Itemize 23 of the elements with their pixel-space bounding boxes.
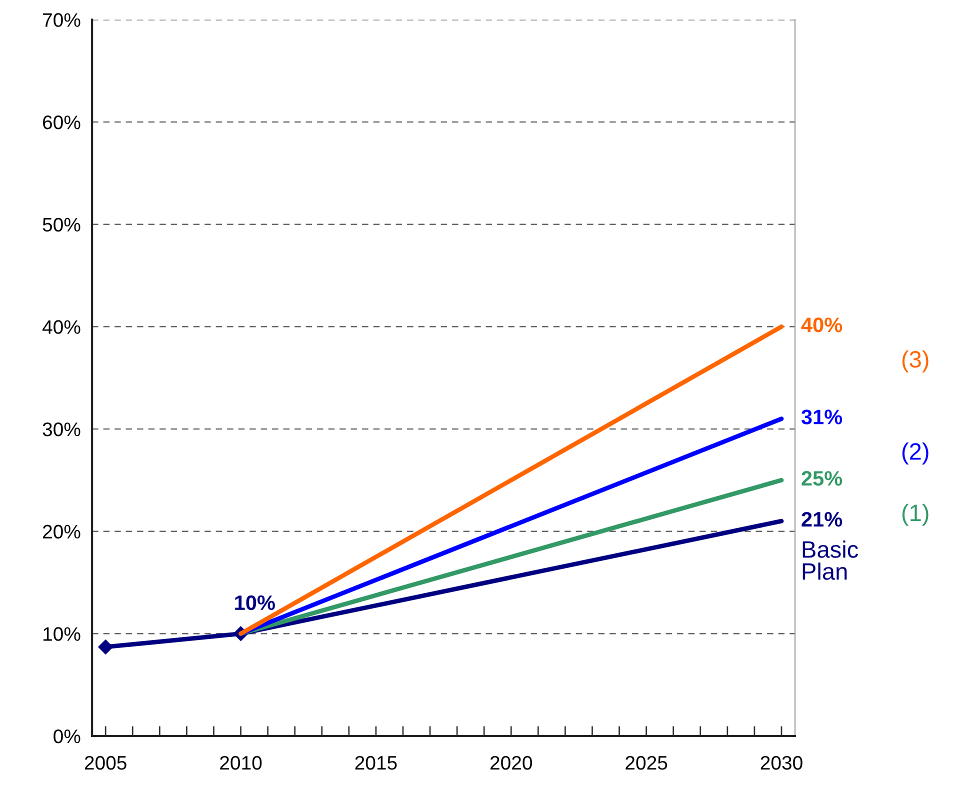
data-label: 40% xyxy=(801,318,842,332)
y-tick-label: 50% xyxy=(42,218,80,232)
x-tick-label: 2015 xyxy=(355,756,397,770)
data-label: 21% xyxy=(802,512,842,527)
data-label: 25% xyxy=(802,471,842,486)
text: (3) xyxy=(902,350,928,372)
x-tick-label: 2020 xyxy=(490,756,532,770)
series-label: Basic Plan xyxy=(802,540,858,580)
y-tick-label: 20% xyxy=(43,524,80,539)
x-tick-label: 2010 xyxy=(220,756,262,770)
y-tick-label: 10% xyxy=(44,627,80,641)
x-tick-label: 2030 xyxy=(760,756,802,770)
data-label: 10% xyxy=(235,595,275,610)
x-tick-label: 2025 xyxy=(626,756,668,770)
text: (2) xyxy=(902,442,928,464)
y-tick-label: 40% xyxy=(42,320,80,334)
y-tick-label: 60% xyxy=(43,115,80,130)
y-tick-label: 70% xyxy=(43,13,80,27)
data-label: 31% xyxy=(801,410,842,424)
x-tick-label: 2005 xyxy=(84,756,126,770)
y-tick-label: 30% xyxy=(42,422,80,436)
y-tick-label: 0% xyxy=(54,729,80,744)
text: (1) xyxy=(902,504,928,526)
